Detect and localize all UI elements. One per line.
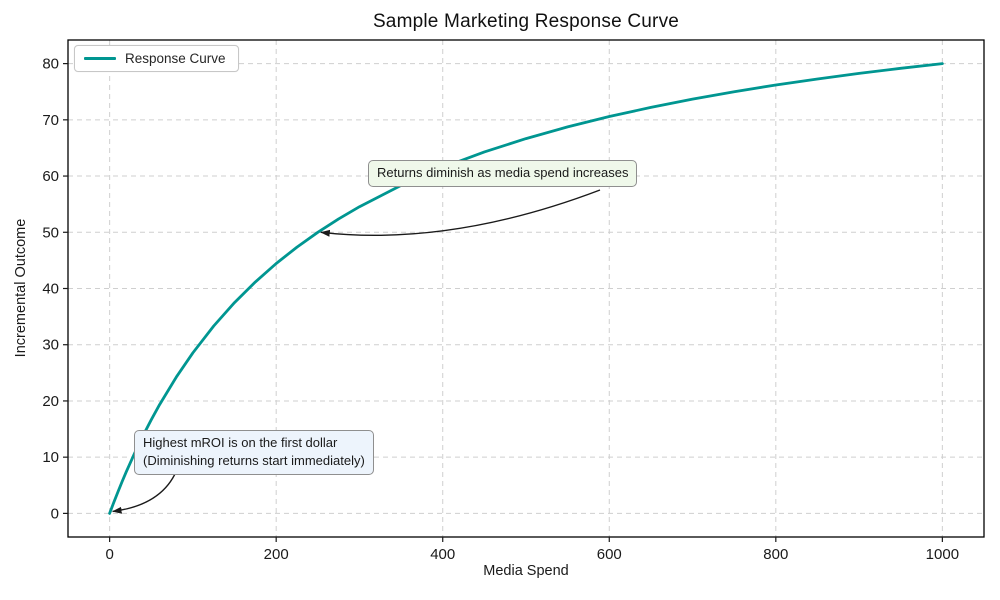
y-tick-label: 60 [42,168,59,185]
x-axis-label: Media Spend [483,563,569,579]
x-tick-label: 0 [105,546,113,563]
y-tick-label: 80 [42,56,59,73]
y-tick-label: 0 [51,505,59,522]
annotation-text-line-1: Highest mROI is on the first dollar [143,435,338,450]
y-tick-label: 50 [42,224,59,241]
x-tick-label: 400 [430,546,455,563]
arrow-to-diminishing-point [320,189,601,237]
y-tick-label: 30 [42,337,59,354]
x-tick-label: 200 [264,546,289,563]
x-tick-label: 1000 [926,546,959,563]
y-tick-label: 20 [42,393,59,410]
y-tick-label: 10 [42,449,59,466]
y-axis-label: Incremental Outcome [13,218,29,358]
x-tick-label: 800 [763,546,788,563]
annotation-diminishing-returns: Returns diminish as media spend increase… [368,160,638,187]
legend: Response Curve [74,45,239,72]
legend-label: Response Curve [125,51,226,66]
y-tick-label: 40 [42,281,59,298]
legend-line-sample-icon [84,56,116,61]
axis-ticks: 0 200 400 600 800 1000 0 10 20 30 40 50 60 70 80 [42,56,959,563]
x-tick-label: 600 [597,546,622,563]
annotation-text: Returns diminish as media spend increase… [377,165,629,180]
chart-title: Sample Marketing Response Curve [372,11,680,32]
y-tick-label: 70 [42,112,59,129]
annotation-highest-mroi: Highest mROI is on the first dollar (Dim… [134,430,374,475]
annotation-text-line-2: (Diminishing returns start immediately) [143,453,365,468]
